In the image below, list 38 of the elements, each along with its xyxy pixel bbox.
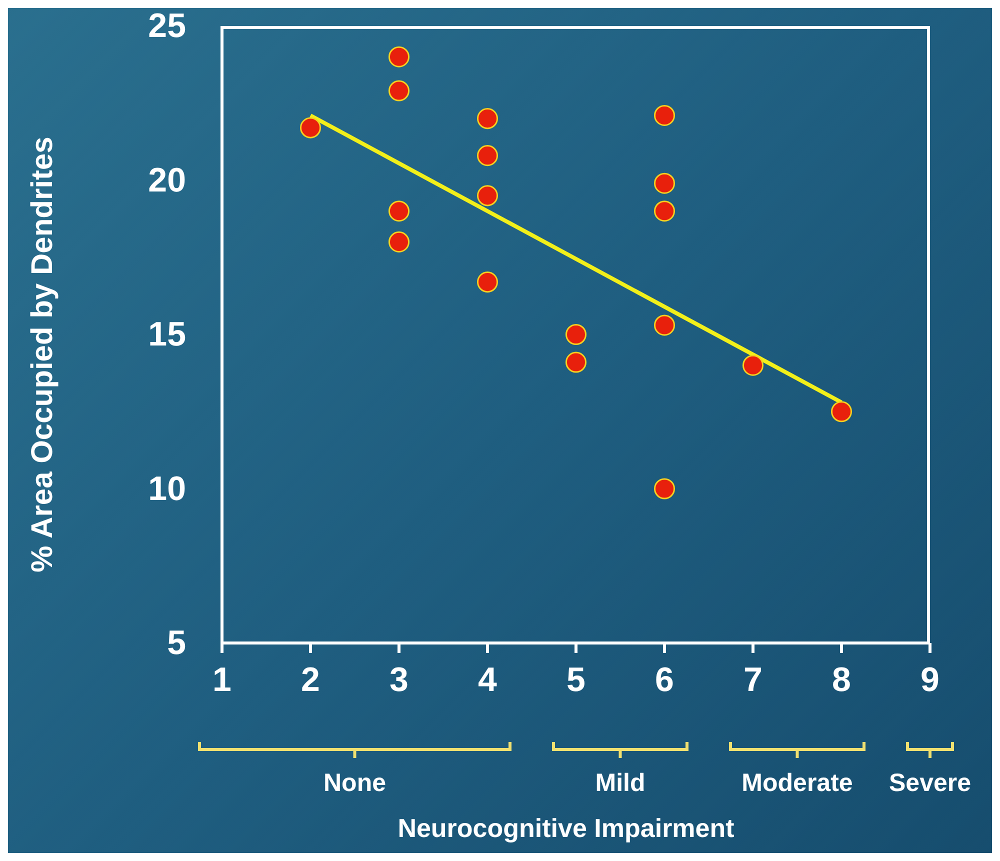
text: Moderate [742, 769, 853, 797]
point [476, 108, 498, 130]
x-tick-label: 4 [478, 661, 498, 700]
text: Severe [888, 769, 972, 797]
x-tick-label: 2 [301, 661, 320, 700]
point [300, 117, 322, 138]
x-tick-label: 7 [744, 661, 762, 700]
x-tick-label: 3 [390, 661, 408, 700]
x-tick-label: 8 [832, 661, 851, 700]
x-tick-label: 1 [212, 661, 232, 700]
text: None [324, 769, 386, 797]
point [476, 185, 498, 206]
x-axis-title: Neurocognitive Impairment [398, 813, 735, 843]
point [388, 200, 410, 222]
x-tick-label: 6 [655, 661, 674, 700]
point [565, 352, 587, 373]
y-tick-label: 10 [148, 470, 186, 508]
point [830, 401, 852, 422]
point [654, 200, 676, 222]
y-tick-label: 15 [148, 316, 186, 354]
y-tick-label: 20 [148, 161, 186, 200]
point [476, 145, 498, 166]
point [654, 478, 676, 500]
x-tick-label: 5 [566, 661, 586, 700]
point [654, 104, 676, 126]
y-tick-label: 5 [167, 624, 186, 662]
y-tick-label: 25 [148, 7, 186, 45]
point [654, 314, 676, 336]
text: Mild [595, 769, 646, 797]
point [654, 172, 676, 194]
y-axis-title: % Area Occupied by Dendrites [26, 136, 59, 572]
point [565, 324, 587, 346]
x-tick-label: 9 [920, 661, 940, 700]
point [388, 46, 410, 68]
point [476, 272, 498, 293]
point [742, 354, 764, 376]
point [388, 231, 410, 252]
point [388, 80, 410, 102]
